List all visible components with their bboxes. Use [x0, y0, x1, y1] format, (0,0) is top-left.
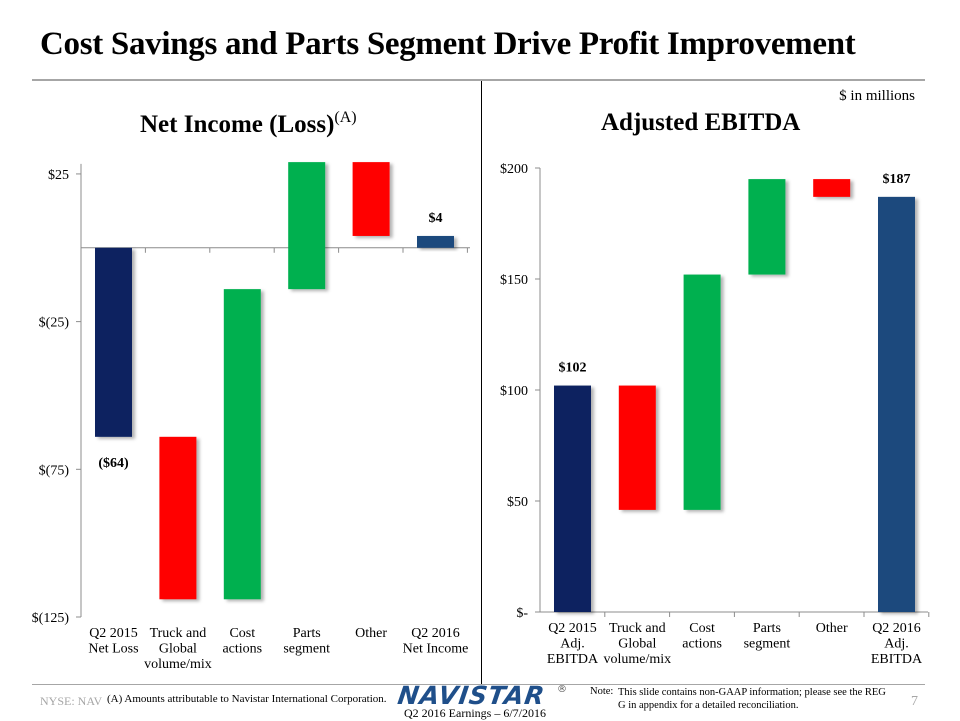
ebitda-bar-decrease [618, 385, 656, 510]
page-number: 7 [911, 694, 918, 709]
ni-category-label: Truck and [150, 626, 207, 641]
ni-category-label: segment [283, 642, 330, 657]
ebitda-category-label: Q2 2015 [548, 621, 597, 636]
units-label: $ in millions [839, 88, 915, 104]
ebitda-y-tick-label: $- [516, 606, 528, 621]
ni-category-label: Parts [293, 626, 321, 641]
ebitda-category-label: Parts [753, 621, 781, 636]
slide-title: Cost Savings and Parts Segment Drive Pro… [40, 26, 856, 62]
ni-data-label: $4 [429, 211, 443, 226]
chart-divider [481, 81, 482, 684]
ni-category-label: Net Loss [88, 642, 138, 657]
ebitda-data-label: $102 [559, 361, 587, 376]
footnote-a: (A) Amounts attributable to Navistar Int… [107, 693, 387, 705]
footer-ticker: NYSE: NAV [40, 694, 103, 708]
ebitda-bar-decrease [813, 179, 851, 197]
ebitda-category-label: segment [744, 637, 791, 652]
ebitda-chart-title: Adjusted EBITDA [601, 109, 801, 136]
ni-y-tick-label: $(125) [32, 611, 70, 626]
ni-y-tick-label: $(75) [39, 463, 70, 478]
ebitda-y-tick-label: $100 [500, 384, 528, 399]
footer-date: Q2 2016 Earnings – 6/7/2016 [404, 706, 546, 720]
ni-category-label: Global [159, 642, 197, 657]
ni-bar-increase [223, 289, 261, 600]
ebitda-category-label: Q2 2016 [872, 621, 921, 636]
ebitda-category-label: volume/mix [603, 652, 671, 667]
net-income-title-text: Net Income (Loss) [140, 111, 335, 138]
ni-y-tick-label: $25 [48, 168, 69, 183]
ebitda-category-label: Cost [689, 621, 715, 636]
ebitda-category-label: Truck and [609, 621, 666, 636]
ni-bar-decrease [352, 162, 390, 236]
ebitda-category-label: Global [618, 637, 656, 652]
ni-y-tick-label: $(25) [39, 316, 70, 331]
ebitda-category-label: Adj. [560, 637, 585, 652]
ebitda-category-label: EBITDA [547, 652, 599, 667]
ebitda-category-label: EBITDA [871, 652, 923, 667]
ebitda-bar-total [878, 196, 915, 613]
ebitda-y-tick-label: $150 [500, 273, 528, 288]
footer-note-label: Note: [590, 686, 614, 697]
footer-divider [32, 684, 925, 685]
ebitda-category-label: Adj. [884, 637, 909, 652]
ni-category-label: Net Income [403, 642, 469, 657]
ni-category-label: Other [355, 626, 387, 641]
ni-bar-total [95, 247, 132, 437]
ni-category-label: Q2 2015 [89, 626, 138, 641]
ni-data-label: ($64) [98, 456, 129, 471]
net-income-chart-title: Net Income (Loss)(A) [140, 109, 357, 139]
ebitda-bar-increase [683, 274, 721, 510]
ebitda-category-label: actions [682, 637, 722, 652]
ni-category-label: Q2 2016 [411, 626, 460, 641]
ni-bar-decrease [159, 436, 197, 600]
ni-bar-increase [288, 162, 326, 290]
ni-category-label: Cost [229, 626, 255, 641]
ebitda-bar-increase [748, 179, 786, 275]
net-income-title-footnote: (A) [334, 109, 357, 126]
title-divider [32, 79, 925, 81]
ebitda-bar-total [554, 385, 591, 612]
ebitda-y-tick-label: $200 [500, 162, 528, 177]
ebitda-y-tick-label: $50 [507, 495, 528, 510]
registered-mark-icon: ® [557, 684, 567, 695]
ni-category-label: actions [222, 642, 262, 657]
footer-note-text: This slide contains non-GAAP information… [618, 687, 886, 711]
ni-category-label: volume/mix [144, 657, 212, 672]
ebitda-category-label: Other [816, 621, 848, 636]
ebitda-data-label: $187 [883, 172, 911, 187]
ni-bar-total [417, 235, 454, 248]
